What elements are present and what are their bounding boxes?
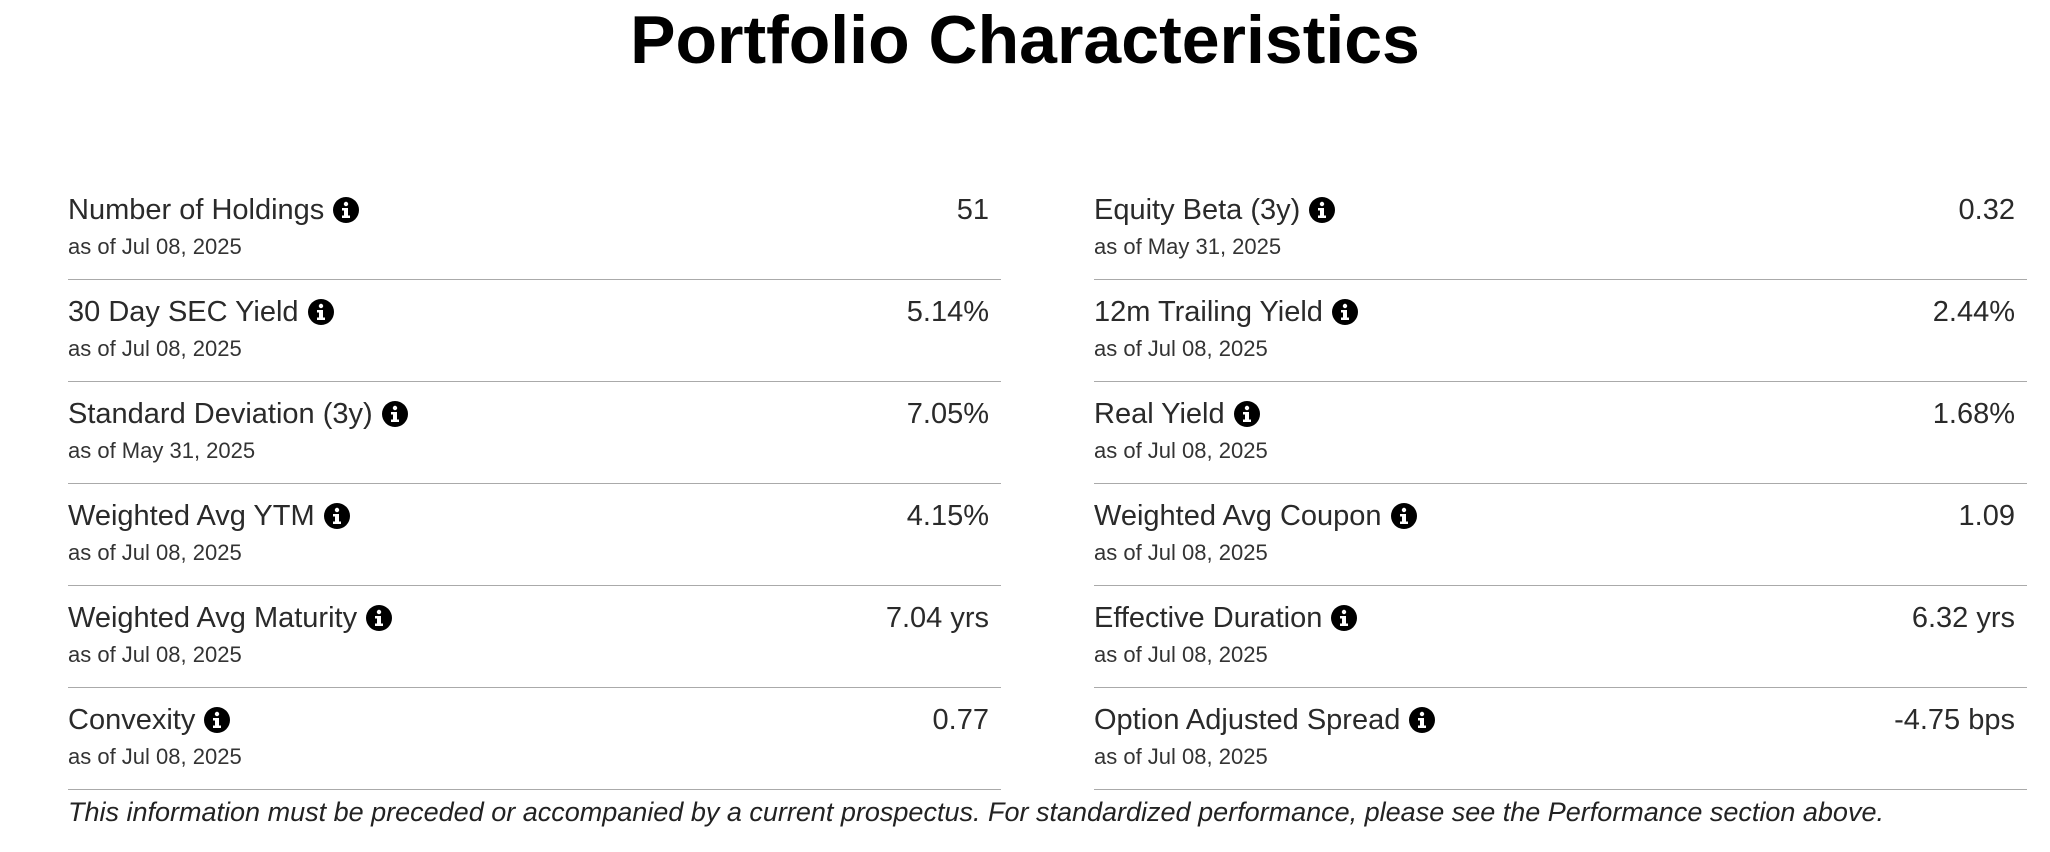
stat-row: Number of Holdings as of Jul 08, 2025 51 bbox=[68, 178, 1001, 280]
stat-label: 12m Trailing Yield bbox=[1094, 296, 1323, 328]
stat-label-wrap: 12m Trailing Yield bbox=[1094, 294, 1359, 330]
stat-label: Equity Beta (3y) bbox=[1094, 194, 1301, 226]
stat-row: 30 Day SEC Yield as of Jul 08, 2025 5.14% bbox=[68, 280, 1001, 382]
stat-label: Weighted Avg Coupon bbox=[1094, 500, 1382, 532]
stat-value: -4.75 bps bbox=[1894, 704, 2015, 736]
stat-label-wrap: Effective Duration bbox=[1094, 600, 1358, 636]
disclaimer: This information must be preceded or acc… bbox=[68, 797, 1884, 827]
stat-label-wrap: 30 Day SEC Yield bbox=[68, 294, 335, 330]
stat-label: Weighted Avg YTM bbox=[68, 500, 315, 532]
info-icon[interactable] bbox=[1308, 196, 1336, 224]
stat-value: 5.14% bbox=[906, 296, 989, 328]
stat-date: as of Jul 08, 2025 bbox=[68, 642, 242, 667]
stat-row: Effective Duration as of Jul 08, 2025 6.32… bbox=[1094, 586, 2027, 688]
stat-label-wrap: Option Adjusted Spread bbox=[1094, 702, 1436, 738]
stat-row: Equity Beta (3y) as of May 31, 2025 0.32 bbox=[1094, 178, 2027, 280]
stat-label-wrap: Equity Beta (3y) bbox=[1094, 192, 1336, 228]
stat-label: Convexity bbox=[68, 704, 196, 736]
stat-row: 12m Trailing Yield as of Jul 08, 2025 2.44… bbox=[1094, 280, 2027, 382]
info-icon[interactable] bbox=[381, 400, 409, 428]
stat-value: 2.44% bbox=[1932, 296, 2015, 328]
stat-row: Convexity as of Jul 08, 2025 0.77 bbox=[68, 688, 1001, 790]
info-icon[interactable] bbox=[203, 706, 231, 734]
stat-date: as of Jul 08, 2025 bbox=[1094, 642, 1268, 667]
stat-date: as of Jul 08, 2025 bbox=[1094, 336, 1268, 361]
stat-label: Number of Holdings bbox=[68, 194, 325, 226]
stat-date: as of Jul 08, 2025 bbox=[1094, 540, 1268, 565]
stat-label-wrap: Convexity bbox=[68, 702, 231, 738]
stat-label-wrap: Real Yield bbox=[1094, 396, 1261, 432]
stat-value: 0.32 bbox=[1958, 194, 2015, 226]
stat-value: 51 bbox=[956, 194, 989, 226]
info-icon[interactable] bbox=[365, 604, 393, 632]
stat-label: Standard Deviation (3y) bbox=[68, 398, 373, 430]
stat-row: Weighted Avg Coupon as of Jul 08, 2025 1.0… bbox=[1094, 484, 2027, 586]
info-icon[interactable] bbox=[1390, 502, 1418, 530]
stat-label-wrap: Weighted Avg YTM bbox=[68, 498, 351, 534]
stat-value: 0.77 bbox=[932, 704, 989, 736]
page-title: Portfolio Characteristics bbox=[630, 2, 1420, 78]
stat-label: 30 Day SEC Yield bbox=[68, 296, 299, 328]
stat-date: as of Jul 08, 2025 bbox=[68, 234, 242, 259]
stat-value: 6.32 yrs bbox=[1911, 602, 2015, 634]
stat-value: 4.15% bbox=[906, 500, 989, 532]
stat-row: Standard Deviation (3y) as of May 31, 202… bbox=[68, 382, 1001, 484]
stat-row: Weighted Avg YTM as of Jul 08, 2025 4.15% bbox=[68, 484, 1001, 586]
stat-label: Weighted Avg Maturity bbox=[68, 602, 358, 634]
stat-row: Option Adjusted Spread as of Jul 08, 2025… bbox=[1094, 688, 2027, 790]
column: Equity Beta (3y) as of May 31, 2025 0.32 12… bbox=[1094, 178, 2027, 790]
stat-value: 1.09 bbox=[1958, 500, 2015, 532]
stat-value: 7.04 yrs bbox=[885, 602, 989, 634]
stat-label: Option Adjusted Spread bbox=[1094, 704, 1401, 736]
info-icon[interactable] bbox=[323, 502, 351, 530]
info-icon[interactable] bbox=[332, 196, 360, 224]
stat-label-wrap: Weighted Avg Maturity bbox=[68, 600, 393, 636]
stat-date: as of May 31, 2025 bbox=[68, 438, 256, 463]
stat-row: Weighted Avg Maturity as of Jul 08, 2025 7… bbox=[68, 586, 1001, 688]
stat-row: Real Yield as of Jul 08, 2025 1.68% bbox=[1094, 382, 2027, 484]
column: Number of Holdings as of Jul 08, 2025 51 30… bbox=[68, 178, 1001, 790]
stat-value: 7.05% bbox=[906, 398, 989, 430]
stat-label-wrap: Weighted Avg Coupon bbox=[1094, 498, 1418, 534]
stat-label-wrap: Number of Holdings bbox=[68, 192, 360, 228]
info-icon[interactable] bbox=[1408, 706, 1436, 734]
stat-label: Real Yield bbox=[1094, 398, 1225, 430]
stat-date: as of Jul 08, 2025 bbox=[68, 540, 242, 565]
stat-label: Effective Duration bbox=[1094, 602, 1323, 634]
stat-date: as of May 31, 2025 bbox=[1094, 234, 1282, 259]
stat-date: as of Jul 08, 2025 bbox=[1094, 744, 1268, 769]
info-icon[interactable] bbox=[1331, 298, 1359, 326]
stat-date: as of Jul 08, 2025 bbox=[68, 744, 242, 769]
info-icon[interactable] bbox=[1233, 400, 1261, 428]
info-icon[interactable] bbox=[307, 298, 335, 326]
info-icon[interactable] bbox=[1330, 604, 1358, 632]
stat-date: as of Jul 08, 2025 bbox=[68, 336, 242, 361]
stat-date: as of Jul 08, 2025 bbox=[1094, 438, 1268, 463]
stat-label-wrap: Standard Deviation (3y) bbox=[68, 396, 409, 432]
stat-value: 1.68% bbox=[1932, 398, 2015, 430]
